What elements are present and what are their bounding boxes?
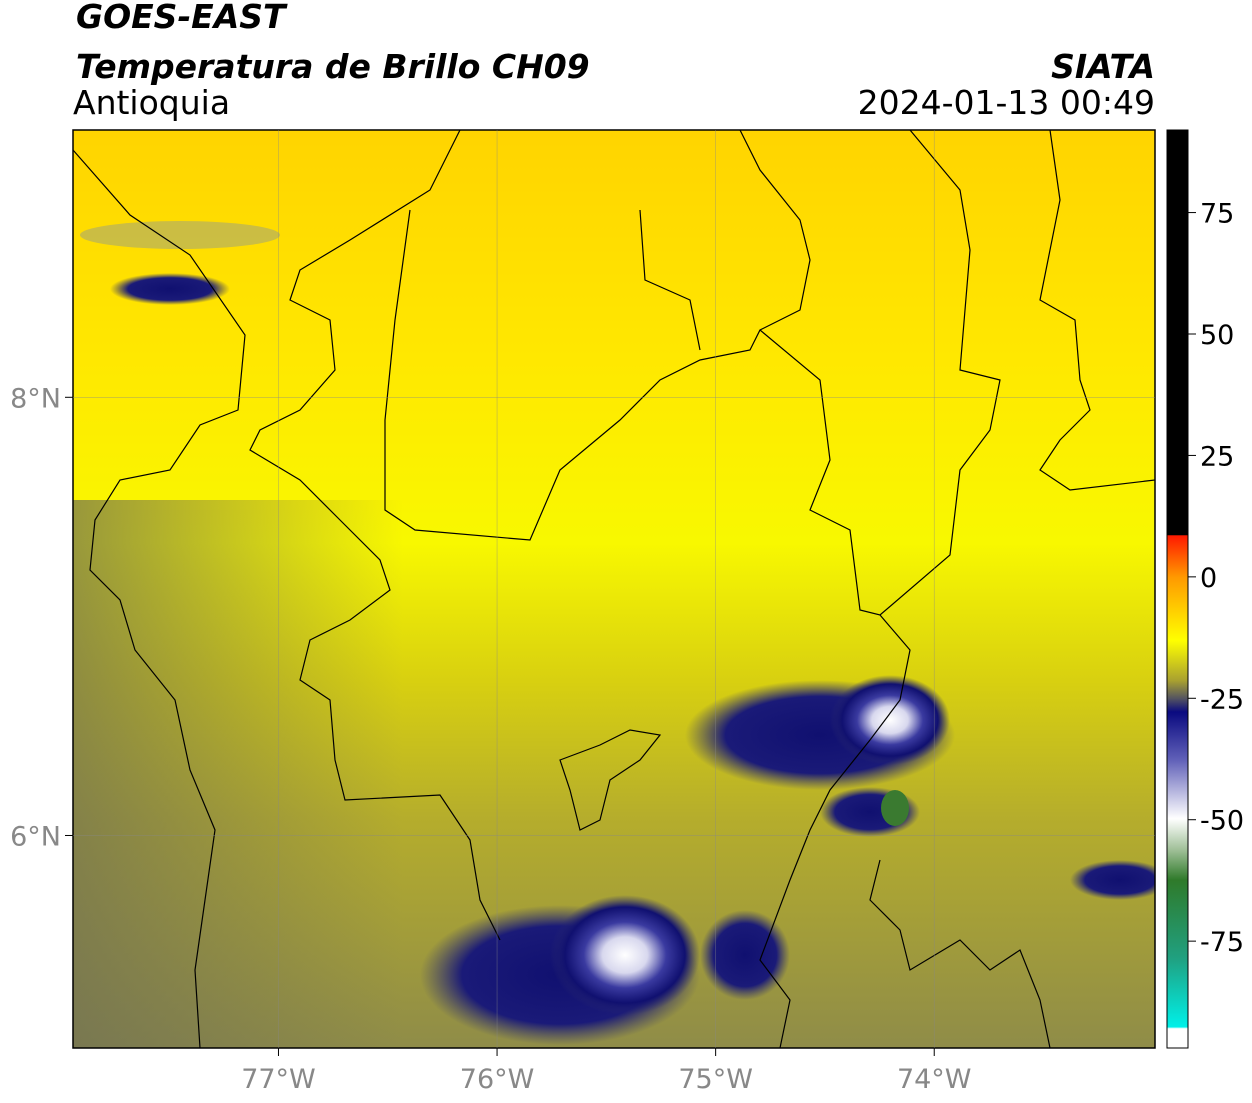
map-image <box>73 130 1155 1048</box>
colorbar-tick-label: -25 <box>1200 684 1244 715</box>
datetime: 2024-01-13 00:49 <box>858 83 1155 122</box>
lat-tick-label: 6°N <box>10 821 61 852</box>
title: GOES-EAST <box>76 0 288 36</box>
colorbar-tick-label: 75 <box>1200 199 1234 230</box>
colorbar-tick-label: 0 <box>1200 563 1217 594</box>
colorbar-tick-label: 50 <box>1200 320 1234 351</box>
lat-tick-label: 8°N <box>10 383 61 414</box>
graticule: 77°W 76°W 75°W 74°W 8°N 6°N <box>10 130 1155 1095</box>
source: SIATA <box>1051 47 1155 86</box>
colorbar-tick-label: 25 <box>1200 441 1234 472</box>
lon-tick-label: 77°W <box>241 1064 316 1095</box>
subtitle: Temperatura de Brillo CH09 <box>76 47 590 86</box>
lon-tick-label: 75°W <box>678 1064 753 1095</box>
region: Antioquia <box>73 83 230 122</box>
lon-tick-label: 76°W <box>460 1064 535 1095</box>
colorbar <box>1166 129 1189 1049</box>
map-frame <box>72 129 1156 1049</box>
colorbar-tick-label: -75 <box>1200 927 1244 958</box>
lon-tick-label: 74°W <box>897 1064 972 1095</box>
colorbar-tick-label: -50 <box>1200 806 1244 837</box>
colorbar-ticks: 75 50 25 0 -25 -50 -75 <box>1188 199 1244 958</box>
